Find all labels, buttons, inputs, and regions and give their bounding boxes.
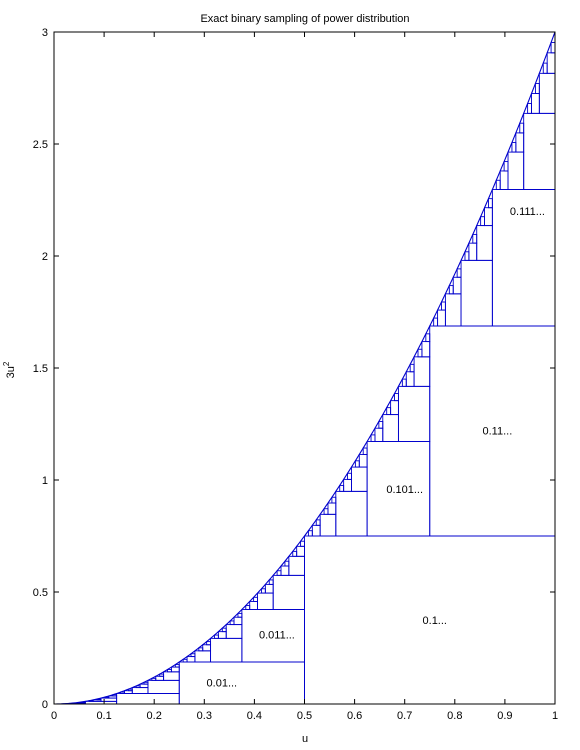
partition-rect — [260, 588, 266, 594]
x-tick-label: 0 — [51, 710, 57, 722]
partition-rect — [511, 142, 517, 153]
partition-rect — [143, 681, 149, 685]
partition-rect — [206, 641, 212, 646]
y-axis-title-base: 3u — [5, 366, 17, 378]
y-tick-label: 0 — [42, 699, 48, 711]
partition-rect — [276, 570, 282, 576]
x-tick-label: 0.9 — [497, 710, 512, 722]
partition-rect — [480, 216, 485, 227]
region-label: 0.01... — [207, 678, 238, 690]
partition-rect — [159, 673, 165, 677]
partition-rect — [127, 688, 133, 692]
partition-rect — [425, 333, 431, 343]
x-tick-label: 0.4 — [247, 710, 262, 722]
partition-rect — [323, 508, 329, 515]
x-tick-label: 0.3 — [197, 710, 212, 722]
x-tick-label: 1 — [552, 710, 558, 722]
partition-rect — [182, 658, 188, 663]
partition-rect — [456, 268, 462, 278]
partition-rect — [339, 484, 345, 492]
y-tick-label: 3 — [42, 27, 48, 39]
partition-rect — [253, 596, 258, 602]
x-axis-title: u — [302, 733, 308, 745]
region-label: 0.111... — [510, 206, 545, 218]
partition-rect — [472, 233, 478, 244]
partition-rect — [167, 669, 172, 673]
partition-rect — [292, 550, 298, 557]
curve-line — [53, 31, 556, 705]
partition-rect — [503, 161, 509, 172]
partition-rect — [151, 677, 157, 681]
partition-rect — [464, 251, 470, 261]
partition-rect — [354, 460, 360, 468]
partition-rect — [542, 62, 548, 74]
x-tick-label: 0.1 — [96, 710, 111, 722]
x-tick-label: 0.6 — [347, 710, 362, 722]
y-tick-label: 2.5 — [33, 139, 48, 151]
partition-rect — [417, 348, 423, 358]
partition-rect — [441, 301, 446, 311]
partition-rect — [214, 634, 219, 639]
x-tick-label: 0.2 — [147, 710, 162, 722]
partition-rect — [495, 179, 501, 190]
partition-rect — [307, 530, 313, 537]
partition-rect — [112, 694, 118, 697]
partition-rect — [378, 420, 384, 429]
x-tick-label: 0.8 — [447, 710, 462, 722]
y-tick-label: 0.5 — [33, 587, 48, 599]
partition-rect — [237, 612, 243, 618]
y-axis-title: 3u2 — [2, 361, 17, 378]
partition-rect — [519, 122, 525, 134]
partition-rect — [221, 627, 227, 633]
y-axis-title-group: 3u2 — [2, 361, 17, 378]
partition-rect — [409, 363, 415, 373]
partition-rect — [433, 317, 439, 327]
partition-rect — [347, 472, 352, 480]
partition-rect — [198, 647, 204, 652]
partition-rect — [488, 198, 493, 209]
partition-rect — [229, 620, 235, 626]
chart-title: Exact binary sampling of power distribut… — [200, 13, 409, 25]
ticks: 0 0.1 0.2 0.3 0.4 0.5 0.6 0.7 0.8 0.9 1 0 0.5 1 1.5 2 2.… — [33, 27, 558, 722]
partition-rect — [315, 519, 321, 526]
partition-rect — [527, 103, 532, 114]
partition-rect — [190, 653, 196, 658]
partition-rect — [394, 393, 399, 402]
partition-rect — [174, 664, 180, 668]
annotations: 0.1... 0.11... 0.111... 0.101... 0.01... 0.01… — [207, 206, 545, 690]
partition-rect — [401, 378, 407, 387]
partition-rect — [120, 691, 125, 694]
partition-rect — [448, 285, 454, 295]
region-label: 0.011... — [259, 630, 295, 642]
partition-rect — [135, 685, 141, 689]
y-tick-label: 1.5 — [33, 363, 48, 375]
partition-rect — [534, 83, 540, 94]
y-axis-title-superscript: 2 — [2, 361, 11, 366]
y-tick-label: 2 — [42, 251, 48, 263]
x-tick-label: 0.5 — [297, 710, 312, 722]
partition-rect — [362, 447, 368, 455]
region-label: 0.1... — [423, 615, 447, 627]
x-tick-label: 0.7 — [397, 710, 412, 722]
partition-rect — [284, 560, 290, 567]
curve-series — [53, 31, 556, 705]
partition-rect — [370, 434, 376, 442]
partition-rect — [300, 540, 305, 547]
region-label: 0.101... — [386, 484, 423, 496]
partition-rect — [245, 605, 251, 610]
partition-rect — [331, 496, 337, 504]
partition-rect — [268, 579, 274, 585]
region-label: 0.11... — [483, 426, 513, 438]
partition-rect — [386, 407, 392, 416]
y-tick-label: 1 — [42, 475, 48, 487]
